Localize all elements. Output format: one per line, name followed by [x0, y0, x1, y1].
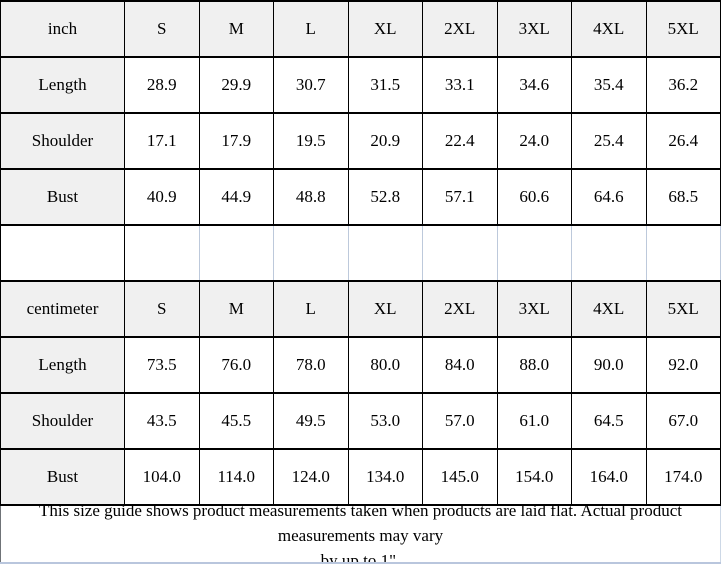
size-header-cell: 3XL — [496, 280, 572, 338]
size-header-cell: 2XL — [422, 0, 498, 58]
spacer-cell — [0, 224, 125, 282]
size-header-cell: M — [198, 0, 274, 58]
value-cell: 17.1 — [124, 112, 200, 170]
value-cell: 67.0 — [645, 392, 721, 450]
value-cell: 48.8 — [273, 168, 349, 226]
value-cell: 78.0 — [273, 336, 349, 394]
value-cell: 53.0 — [347, 392, 423, 450]
table-row-length-cm: Length 73.5 76.0 78.0 80.0 84.0 88.0 90.… — [0, 336, 721, 394]
value-cell: 36.2 — [645, 56, 721, 114]
value-cell: 64.6 — [571, 168, 647, 226]
value-cell: 57.0 — [422, 392, 498, 450]
value-cell: 145.0 — [422, 448, 498, 506]
size-header-cell: XL — [347, 280, 423, 338]
value-cell: 73.5 — [124, 336, 200, 394]
value-cell: 174.0 — [645, 448, 721, 506]
value-cell: 84.0 — [422, 336, 498, 394]
value-cell: 90.0 — [571, 336, 647, 394]
value-cell: 29.9 — [198, 56, 274, 114]
size-chart-table: inch S M L XL 2XL 3XL 4XL 5XL Length 28.… — [0, 0, 721, 506]
value-cell: 33.1 — [422, 56, 498, 114]
row-label-cell: Shoulder — [0, 392, 125, 450]
size-header-cell: L — [273, 0, 349, 58]
value-cell: 34.6 — [496, 56, 572, 114]
spacer-row — [0, 224, 721, 282]
value-cell: 61.0 — [496, 392, 572, 450]
value-cell: 28.9 — [124, 56, 200, 114]
value-cell: 49.5 — [273, 392, 349, 450]
value-cell: 26.4 — [645, 112, 721, 170]
value-cell: 22.4 — [422, 112, 498, 170]
size-header-cell: 5XL — [645, 280, 721, 338]
table-row-length-inch: Length 28.9 29.9 30.7 31.5 33.1 34.6 35.… — [0, 56, 721, 114]
row-label-cell: Shoulder — [0, 112, 125, 170]
value-cell: 88.0 — [496, 336, 572, 394]
centimeter-header-row: centimeter S M L XL 2XL 3XL 4XL 5XL — [0, 280, 721, 338]
value-cell: 43.5 — [124, 392, 200, 450]
spacer-cell — [347, 224, 423, 282]
value-cell: 40.9 — [124, 168, 200, 226]
value-cell: 68.5 — [645, 168, 721, 226]
value-cell: 31.5 — [347, 56, 423, 114]
value-cell: 52.8 — [347, 168, 423, 226]
size-header-cell: M — [198, 280, 274, 338]
value-cell: 45.5 — [198, 392, 274, 450]
value-cell: 164.0 — [571, 448, 647, 506]
spacer-cell — [571, 224, 647, 282]
size-header-cell: 5XL — [645, 0, 721, 58]
value-cell: 24.0 — [496, 112, 572, 170]
row-label-cell: Length — [0, 56, 125, 114]
size-header-cell: S — [124, 280, 200, 338]
value-cell: 60.6 — [496, 168, 572, 226]
value-cell: 134.0 — [347, 448, 423, 506]
size-header-cell: 2XL — [422, 280, 498, 338]
size-header-cell: 4XL — [571, 0, 647, 58]
spacer-cell — [422, 224, 498, 282]
value-cell: 80.0 — [347, 336, 423, 394]
spacer-cell — [273, 224, 349, 282]
value-cell: 64.5 — [571, 392, 647, 450]
table-row-shoulder-cm: Shoulder 43.5 45.5 49.5 53.0 57.0 61.0 6… — [0, 392, 721, 450]
size-header-cell: S — [124, 0, 200, 58]
row-label-cell: Bust — [0, 168, 125, 226]
row-label-cell: Length — [0, 336, 125, 394]
size-header-cell: XL — [347, 0, 423, 58]
spacer-cell — [198, 224, 274, 282]
table-row-bust-cm: Bust 104.0 114.0 124.0 134.0 145.0 154.0… — [0, 448, 721, 506]
spacer-cell — [124, 224, 200, 282]
table-row-shoulder-inch: Shoulder 17.1 17.9 19.5 20.9 22.4 24.0 2… — [0, 112, 721, 170]
note-line-2: by up to 1". — [320, 550, 401, 564]
unit-header-cell: inch — [0, 0, 125, 58]
value-cell: 154.0 — [496, 448, 572, 506]
value-cell: 30.7 — [273, 56, 349, 114]
size-guide-note: This size guide shows product measuremen… — [0, 501, 721, 564]
size-header-cell: 3XL — [496, 0, 572, 58]
value-cell: 19.5 — [273, 112, 349, 170]
value-cell: 20.9 — [347, 112, 423, 170]
value-cell: 114.0 — [198, 448, 274, 506]
size-header-cell: L — [273, 280, 349, 338]
inch-header-row: inch S M L XL 2XL 3XL 4XL 5XL — [0, 0, 721, 58]
row-label-cell: Bust — [0, 448, 125, 506]
size-header-cell: 4XL — [571, 280, 647, 338]
value-cell: 57.1 — [422, 168, 498, 226]
unit-header-cell: centimeter — [0, 280, 125, 338]
value-cell: 44.9 — [198, 168, 274, 226]
value-cell: 35.4 — [571, 56, 647, 114]
value-cell: 25.4 — [571, 112, 647, 170]
spacer-cell — [645, 224, 721, 282]
value-cell: 76.0 — [198, 336, 274, 394]
value-cell: 92.0 — [645, 336, 721, 394]
value-cell: 17.9 — [198, 112, 274, 170]
table-row-bust-inch: Bust 40.9 44.9 48.8 52.8 57.1 60.6 64.6 … — [0, 168, 721, 226]
spacer-cell — [496, 224, 572, 282]
note-line-1: This size guide shows product measuremen… — [39, 500, 682, 545]
